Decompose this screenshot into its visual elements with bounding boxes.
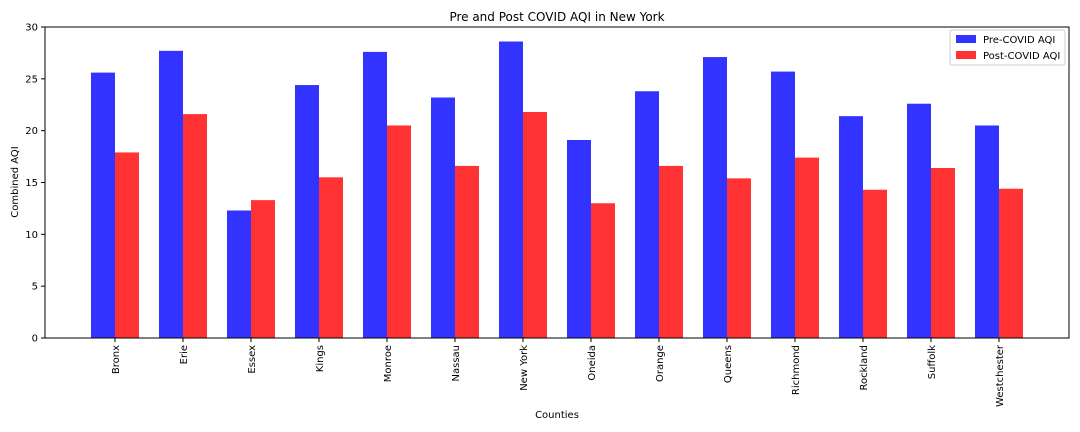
chart-title: Pre and Post COVID AQI in New York <box>449 10 664 24</box>
bar-post-monroe <box>387 125 411 338</box>
x-tick-label: New York <box>519 345 530 391</box>
bar-post-nassau <box>455 165 479 338</box>
y-tick-label: 15 <box>25 178 38 189</box>
x-tick-label: Monroe <box>383 345 394 382</box>
legend-swatch-post-covid <box>956 51 976 59</box>
y-tick-label: 5 <box>32 282 38 293</box>
y-tick-label: 25 <box>25 74 38 85</box>
bar-pre-westchester <box>975 125 999 338</box>
y-tick-label: 30 <box>25 23 38 34</box>
x-tick-label: Erie <box>179 345 190 364</box>
bar-pre-monroe <box>363 51 387 338</box>
x-tick-label: Bronx <box>111 345 122 374</box>
bar-pre-suffolk <box>907 103 931 338</box>
bar-pre-richmond <box>771 71 795 339</box>
bar-pre-rockland <box>839 116 863 338</box>
bar-post-rockland <box>863 189 887 338</box>
bar-pre-orange <box>635 91 659 338</box>
x-tick-label: Queens <box>723 345 734 383</box>
y-tick-label: 10 <box>25 230 38 241</box>
bar-pre-oneida <box>567 139 591 338</box>
bar-pre-bronx <box>91 72 115 338</box>
bar-pre-essex <box>227 210 251 338</box>
bar-post-westchester <box>999 188 1023 338</box>
legend-swatch-pre-covid <box>956 35 976 43</box>
bar-post-orange <box>659 165 683 338</box>
bars-layer <box>91 41 1023 339</box>
legend: Pre-COVID AQI Post-COVID AQI <box>949 29 1066 66</box>
bar-post-bronx <box>115 152 139 338</box>
x-tick-label: Rockland <box>859 345 870 391</box>
bar-post-suffolk <box>931 167 955 338</box>
bar-pre-kings <box>295 85 319 338</box>
x-tick-label: Nassau <box>451 345 462 382</box>
x-axis-label: Counties <box>535 410 579 421</box>
legend-box <box>949 29 1066 66</box>
bar-pre-erie <box>159 50 183 339</box>
x-tick-label: Orange <box>655 345 666 382</box>
x-axis: Bronx Erie Essex Kings Monroe Nassau New York O… <box>111 338 1006 407</box>
y-tick-label: 0 <box>32 334 38 345</box>
x-tick-label: Suffolk <box>927 345 938 379</box>
bar-post-richmond <box>795 157 819 338</box>
legend-label-post-covid: Post-COVID AQI <box>983 51 1060 62</box>
x-tick-label: Oneida <box>587 345 598 381</box>
y-tick-label: 20 <box>25 126 38 137</box>
bar-post-kings <box>319 177 343 338</box>
x-tick-label: Richmond <box>791 345 802 395</box>
bar-pre-nassau <box>431 97 455 338</box>
bar-post-queens <box>727 178 751 338</box>
y-axis-label: Combined AQI <box>10 146 21 217</box>
bar-post-new-york <box>523 112 547 338</box>
bar-pre-new-york <box>499 41 523 338</box>
x-tick-label: Westchester <box>995 344 1006 407</box>
bar-post-erie <box>183 114 207 338</box>
bar-pre-queens <box>703 57 727 339</box>
legend-label-pre-covid: Pre-COVID AQI <box>983 35 1055 46</box>
x-tick-label: Kings <box>315 345 326 372</box>
bar-post-essex <box>251 200 275 338</box>
y-axis: 0 5 10 15 20 25 30 <box>25 23 45 345</box>
x-tick-label: Essex <box>247 345 258 374</box>
bar-post-oneida <box>591 203 615 338</box>
